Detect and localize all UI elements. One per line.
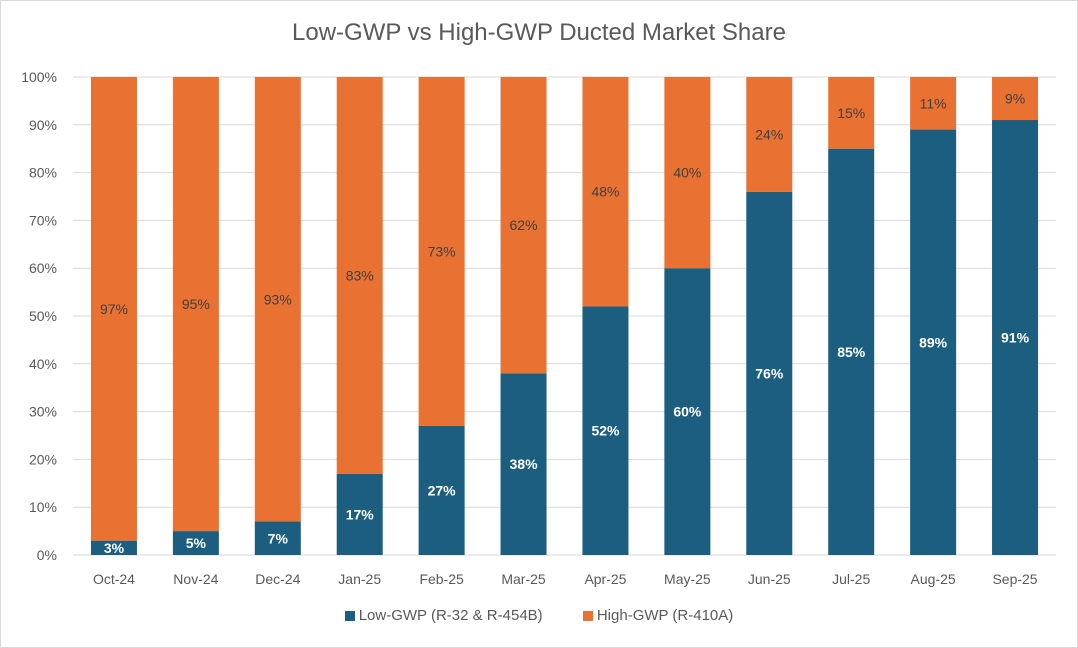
- data-label-high-gwp: 83%: [346, 267, 374, 283]
- data-label-low-gwp: 91%: [1001, 330, 1030, 346]
- y-tick-label: 0%: [37, 547, 57, 563]
- data-label-high-gwp: 97%: [100, 301, 128, 317]
- y-tick-label: 60%: [29, 260, 57, 276]
- bar-high-gwp: [500, 77, 547, 374]
- data-label-high-gwp: 11%: [920, 95, 947, 111]
- bar-high-gwp: [664, 77, 711, 269]
- data-label-low-gwp: 17%: [346, 506, 375, 522]
- x-tick-label: Feb-25: [419, 571, 464, 587]
- y-tick-label: 90%: [29, 117, 57, 133]
- y-tick-label: 50%: [29, 308, 57, 324]
- legend: Low-GWP (R-32 & R-454B) High-GWP (R-410A…: [1, 607, 1077, 625]
- data-label-low-gwp: 7%: [268, 530, 289, 546]
- bar-low-gwp: [828, 148, 875, 555]
- legend-item-high-gwp: High-GWP (R-410A): [582, 607, 734, 624]
- bar-low-gwp: [336, 473, 383, 555]
- bar-high-gwp: [910, 77, 957, 130]
- data-label-low-gwp: 76%: [755, 365, 784, 381]
- data-label-high-gwp: 95%: [182, 296, 210, 312]
- bar-low-gwp: [418, 425, 465, 555]
- data-label-low-gwp: 52%: [591, 423, 620, 439]
- y-tick-label: 30%: [29, 404, 57, 420]
- data-label-low-gwp: 38%: [510, 456, 539, 472]
- bar-low-gwp: [910, 129, 957, 555]
- chart-plot: 0% 10% 20% 30% 40% 50% 60% 70% 80% 90% 100% 3% 97% Oc…: [21, 69, 1056, 587]
- bar-high-gwp: [828, 77, 875, 149]
- data-label-high-gwp: 24%: [755, 126, 783, 142]
- legend-swatch-high-gwp: [582, 610, 593, 621]
- bar-low-gwp: [664, 268, 711, 555]
- x-tick-label: May-25: [664, 571, 711, 587]
- data-label-low-gwp: 5%: [186, 535, 207, 551]
- bar-high-gwp: [336, 77, 383, 474]
- x-tick-label: Jan-25: [338, 571, 381, 587]
- bar-low-gwp: [746, 191, 793, 555]
- data-label-high-gwp: 15%: [837, 105, 865, 121]
- bar-high-gwp: [746, 77, 793, 192]
- bar-high-gwp: [418, 77, 465, 426]
- x-tick-label: Sep-25: [992, 571, 1037, 587]
- bar-high-gwp: [582, 77, 629, 307]
- data-label-low-gwp: 60%: [673, 404, 702, 420]
- y-tick-label: 80%: [29, 165, 57, 181]
- x-tick-label: Mar-25: [501, 571, 546, 587]
- x-tick-label: Dec-24: [255, 571, 300, 587]
- data-label-high-gwp: 40%: [673, 165, 701, 181]
- x-tick-label: Apr-25: [584, 571, 626, 587]
- data-label-high-gwp: 73%: [428, 243, 456, 259]
- bar-high-gwp: [90, 77, 137, 541]
- data-label-low-gwp: 3%: [104, 540, 125, 556]
- data-label-high-gwp: 93%: [264, 291, 292, 307]
- data-label-high-gwp: 9%: [1005, 91, 1025, 107]
- y-tick-label: 70%: [29, 212, 57, 228]
- chart-title: Low-GWP vs High-GWP Ducted Market Share: [292, 19, 786, 46]
- x-tick-label: Jul-25: [832, 571, 870, 587]
- data-label-low-gwp: 85%: [837, 344, 866, 360]
- legend-label-high-gwp: High-GWP (R-410A): [596, 607, 734, 624]
- bar-low-gwp: [254, 521, 301, 555]
- x-tick-label: Jun-25: [748, 571, 791, 587]
- bar-low-gwp: [992, 120, 1039, 556]
- bar-low-gwp: [90, 540, 137, 555]
- legend-item-low-gwp: Low-GWP (R-32 & R-454B): [344, 607, 543, 624]
- data-label-high-gwp: 62%: [510, 217, 538, 233]
- bar-high-gwp: [172, 77, 219, 532]
- y-tick-label: 10%: [29, 499, 57, 515]
- data-label-high-gwp: 48%: [591, 184, 619, 200]
- bar-low-gwp: [582, 306, 629, 555]
- x-tick-label: Oct-24: [93, 571, 135, 587]
- y-tick-label: 40%: [29, 356, 57, 372]
- data-label-low-gwp: 89%: [919, 334, 948, 350]
- legend-swatch-low-gwp: [344, 610, 355, 621]
- bar-high-gwp: [992, 77, 1039, 121]
- legend-label-low-gwp: Low-GWP (R-32 & R-454B): [358, 607, 543, 624]
- x-tick-label: Aug-25: [911, 571, 956, 587]
- y-tick-label: 100%: [21, 69, 57, 85]
- x-tick-label: Nov-24: [173, 571, 218, 587]
- bar-low-gwp: [500, 373, 547, 555]
- bar-low-gwp: [172, 531, 219, 555]
- bar-high-gwp: [254, 77, 301, 522]
- y-tick-label: 20%: [29, 451, 57, 467]
- data-label-low-gwp: 27%: [428, 482, 457, 498]
